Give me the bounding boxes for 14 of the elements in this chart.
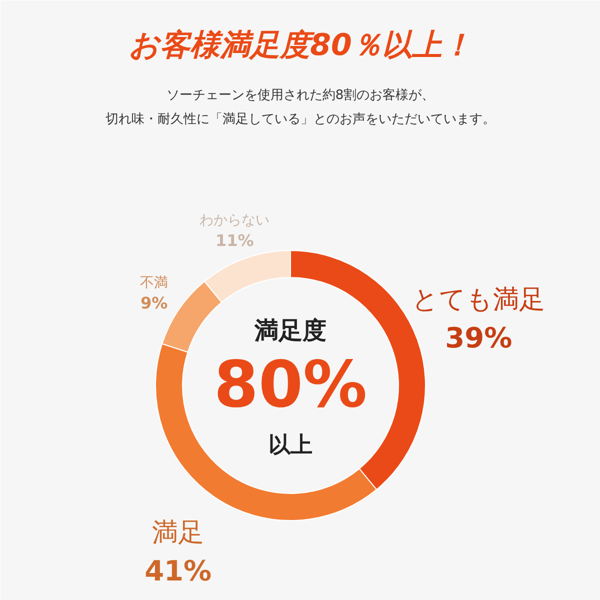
slice-label: 不満 (140, 274, 168, 291)
text: 80% (214, 348, 368, 422)
data-label: 39% (445, 321, 512, 354)
data-label: 41% (144, 554, 212, 588)
text: 切れ味・耐久性に「満足している」とのお声をいただいています。 (106, 112, 496, 127)
text: 満足度 (254, 316, 326, 344)
slice-label: わからない (200, 212, 270, 228)
data-label: 11% (215, 230, 254, 250)
data-label: 9% (140, 293, 168, 312)
slice-label: とても満足 (412, 284, 546, 315)
chart-title: お客様満足度80％以上！ (129, 28, 472, 63)
text: 以上 (268, 433, 312, 458)
chart-subtitle: ソーチェーンを使用された約8割のお客様が、 (166, 87, 435, 103)
slice-label: 満足 (152, 518, 204, 548)
